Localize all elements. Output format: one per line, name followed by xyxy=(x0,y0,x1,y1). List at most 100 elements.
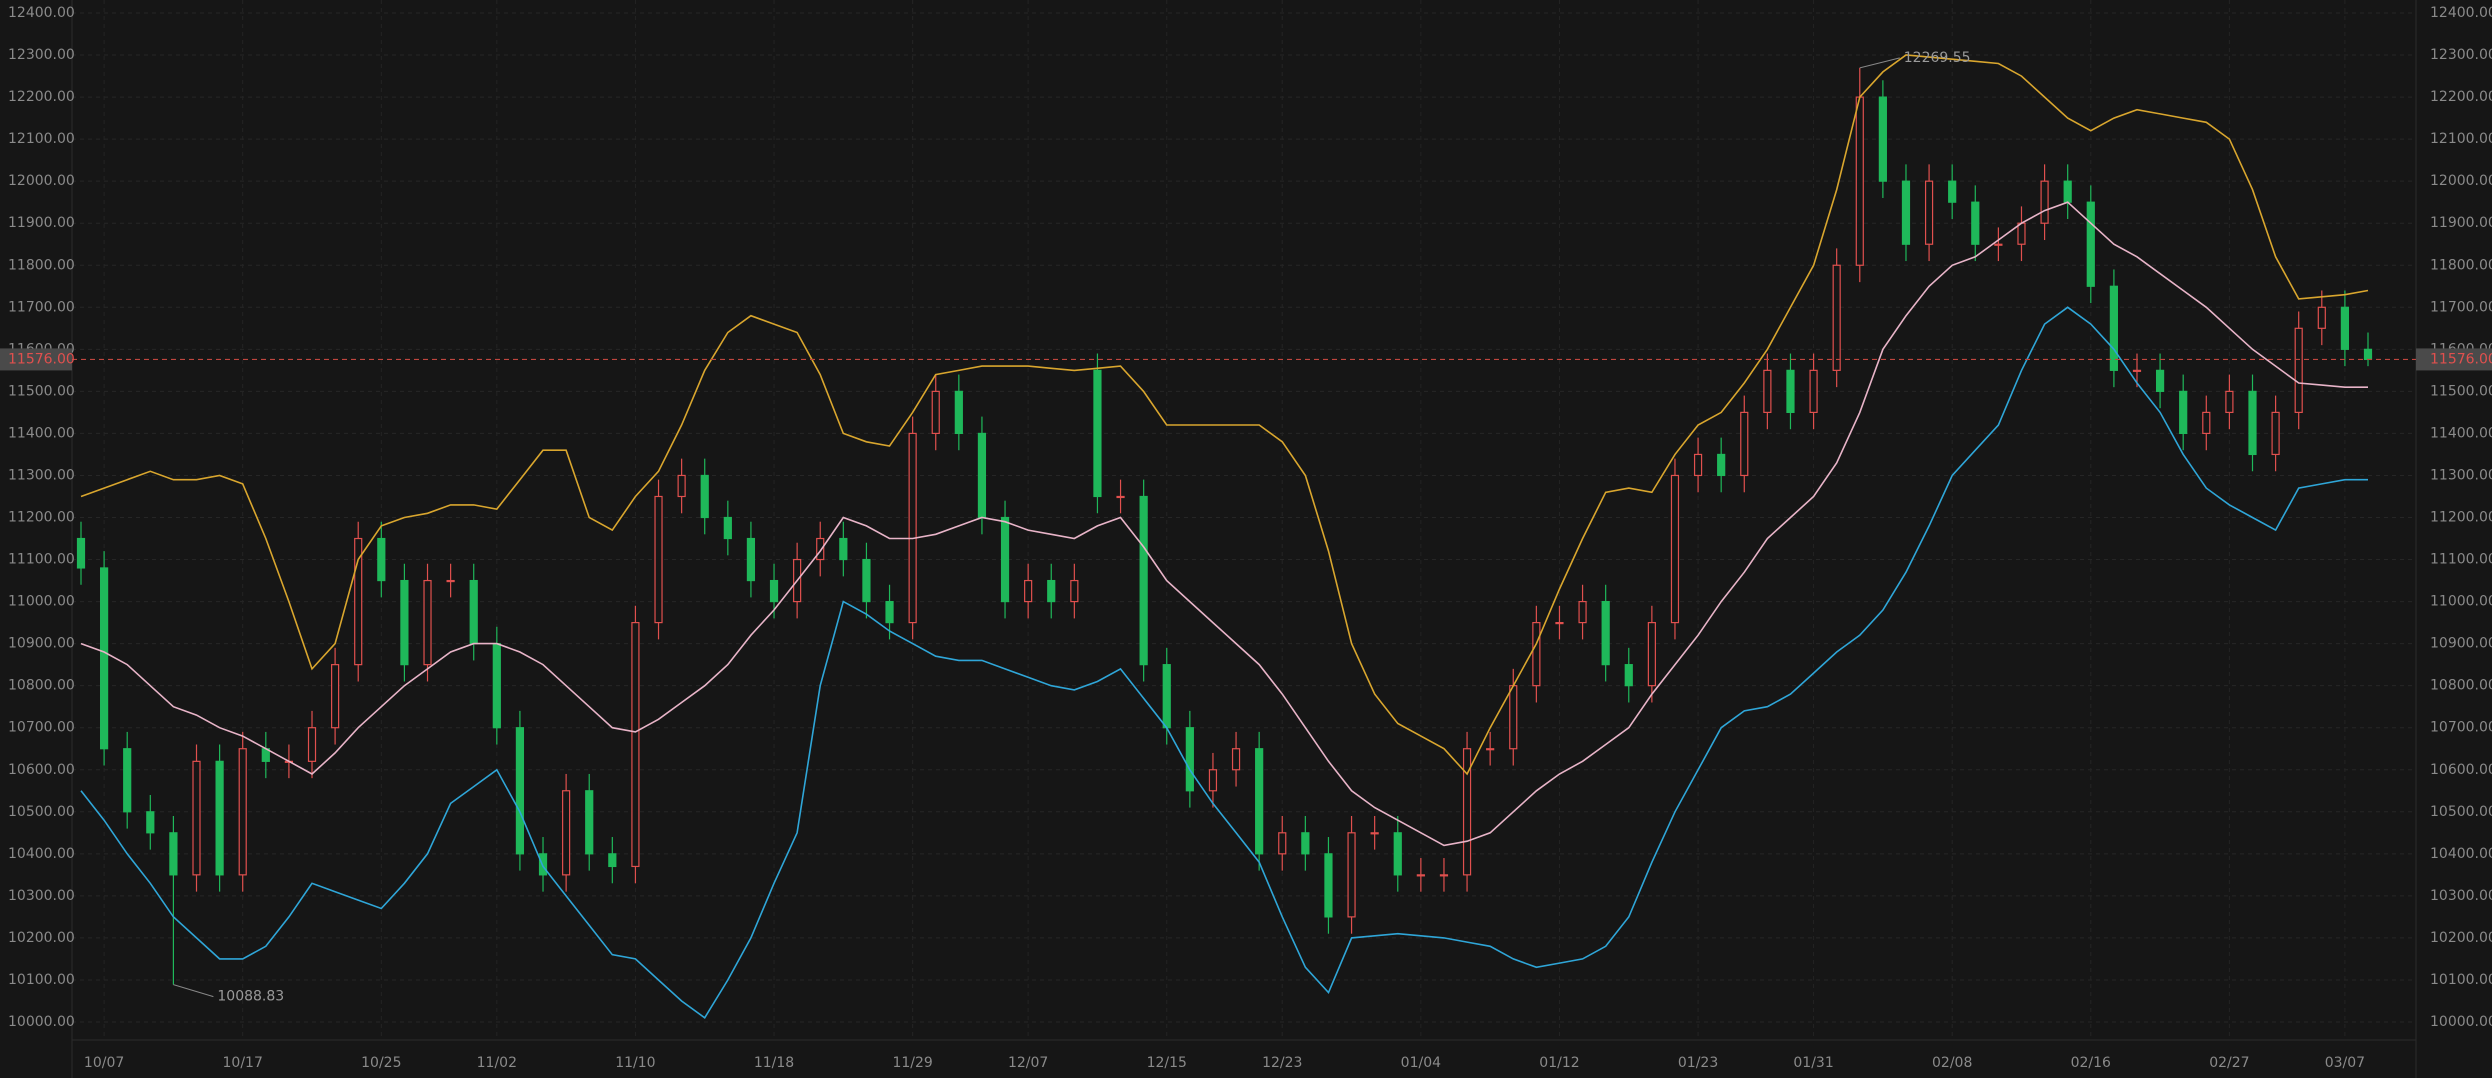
candle-body xyxy=(723,516,732,540)
candle-body xyxy=(446,579,455,583)
candle-body xyxy=(977,432,987,519)
candle-body xyxy=(631,622,640,868)
y-tick-label: 11100.00 xyxy=(8,552,75,568)
candle-body xyxy=(2040,180,2049,224)
y-tick-label-right: 10700.00 xyxy=(2430,720,2492,736)
candle-body xyxy=(1994,243,2003,246)
y-tick-label: 11500.00 xyxy=(8,383,75,399)
y-tick-label-right: 11700.00 xyxy=(2430,299,2492,315)
candle-body xyxy=(1624,664,1633,687)
candle-body xyxy=(307,727,317,762)
candle-body xyxy=(1093,369,1102,498)
y-tick-label: 10900.00 xyxy=(8,636,75,652)
candle-body xyxy=(1924,180,1934,245)
x-tick-label: 11/29 xyxy=(892,1055,932,1071)
candle-body xyxy=(331,664,340,729)
candle-body xyxy=(562,790,571,876)
candle-body xyxy=(1948,180,1957,203)
band-line xyxy=(80,201,2368,847)
y-tick-label-right: 12100.00 xyxy=(2430,131,2492,147)
candle-body xyxy=(2086,201,2095,287)
candle-body xyxy=(2202,411,2211,435)
candle-body xyxy=(1809,369,1818,413)
y-tick-label-right: 10800.00 xyxy=(2430,678,2492,694)
y-tick-label: 10000.00 xyxy=(8,1014,75,1030)
x-tick-label: 12/07 xyxy=(1008,1055,1048,1071)
candle-body xyxy=(169,832,178,876)
y-tick-label-right: 10900.00 xyxy=(2430,636,2492,652)
candle-body xyxy=(1578,600,1587,624)
candle-body xyxy=(1370,832,1379,835)
candle-body xyxy=(931,390,940,435)
y-tick-label-right: 11900.00 xyxy=(2430,215,2492,231)
candle-body xyxy=(1047,579,1056,603)
annotation-label: 12269.55 xyxy=(1904,50,1971,66)
x-tick-label: 01/31 xyxy=(1793,1055,1833,1071)
candle-body xyxy=(146,811,155,834)
y-tick-label-right: 12400.00 xyxy=(2430,5,2492,21)
candle-body xyxy=(2317,306,2326,329)
y-tick-label: 10400.00 xyxy=(8,846,75,862)
y-tick-label-right: 12000.00 xyxy=(2430,173,2492,189)
y-tick-label: 12100.00 xyxy=(8,131,75,147)
x-tick-label: 02/16 xyxy=(2071,1055,2111,1071)
x-tick-label: 10/17 xyxy=(223,1055,263,1071)
candle-body xyxy=(1740,411,1749,477)
candle-body xyxy=(700,474,709,519)
candle-body xyxy=(2294,327,2303,413)
y-tick-label-right: 11800.00 xyxy=(2430,257,2492,273)
x-tick-label: 11/10 xyxy=(615,1055,655,1071)
candle-body xyxy=(1832,264,1841,371)
annotation-leader xyxy=(1859,57,1900,69)
x-tick-label: 03/07 xyxy=(2325,1055,2365,1071)
candle-body xyxy=(839,537,848,561)
candle-body xyxy=(469,579,478,645)
candle-body xyxy=(1116,495,1125,499)
candle-body xyxy=(1162,664,1171,729)
band-line xyxy=(80,306,2368,1019)
candle-body xyxy=(1301,832,1310,855)
x-tick-label: 01/23 xyxy=(1678,1055,1718,1071)
candle-body xyxy=(1601,600,1610,666)
candle-body xyxy=(377,537,386,582)
candle-body xyxy=(1000,516,1010,603)
band-line xyxy=(80,54,2369,776)
candle-body xyxy=(238,748,247,876)
candle-body xyxy=(585,790,594,855)
y-tick-label-right: 11000.00 xyxy=(2430,594,2492,610)
candle-body xyxy=(2340,306,2349,350)
candle-body xyxy=(1208,769,1218,792)
x-tick-label: 01/04 xyxy=(1401,1055,1441,1071)
candle-body xyxy=(100,567,109,750)
x-tick-label: 11/02 xyxy=(477,1055,517,1071)
y-tick-label: 10700.00 xyxy=(8,720,75,736)
candle-body xyxy=(608,853,617,868)
candle-body xyxy=(538,853,548,876)
y-tick-label: 11700.00 xyxy=(8,299,75,315)
y-tick-label-right: 10600.00 xyxy=(2430,762,2492,778)
y-tick-label-right: 11300.00 xyxy=(2430,467,2492,483)
x-tick-label: 12/23 xyxy=(1262,1055,1302,1071)
y-tick-label: 12200.00 xyxy=(8,89,75,105)
candle-body xyxy=(1416,874,1425,877)
x-tick-label: 01/12 xyxy=(1539,1055,1579,1071)
candle-body xyxy=(1024,579,1033,603)
candle-body xyxy=(2063,180,2072,203)
candle-body xyxy=(2155,369,2165,392)
candle-body xyxy=(1278,832,1287,855)
candle-body xyxy=(862,558,871,603)
y-tick-label: 11300.00 xyxy=(8,467,75,483)
y-tick-label: 12400.00 xyxy=(8,5,75,21)
candle-body xyxy=(816,537,825,561)
candle-body xyxy=(1439,874,1449,877)
y-tick-label: 10500.00 xyxy=(8,804,75,820)
y-tick-label-right: 10400.00 xyxy=(2430,846,2492,862)
candle-body xyxy=(2363,348,2373,361)
candle-body xyxy=(400,579,409,666)
candle-body xyxy=(1393,832,1402,876)
last-price-label-left: 11576.00 xyxy=(8,351,75,367)
y-tick-label: 11000.00 xyxy=(8,594,75,610)
last-price-box-right xyxy=(2416,348,2492,371)
